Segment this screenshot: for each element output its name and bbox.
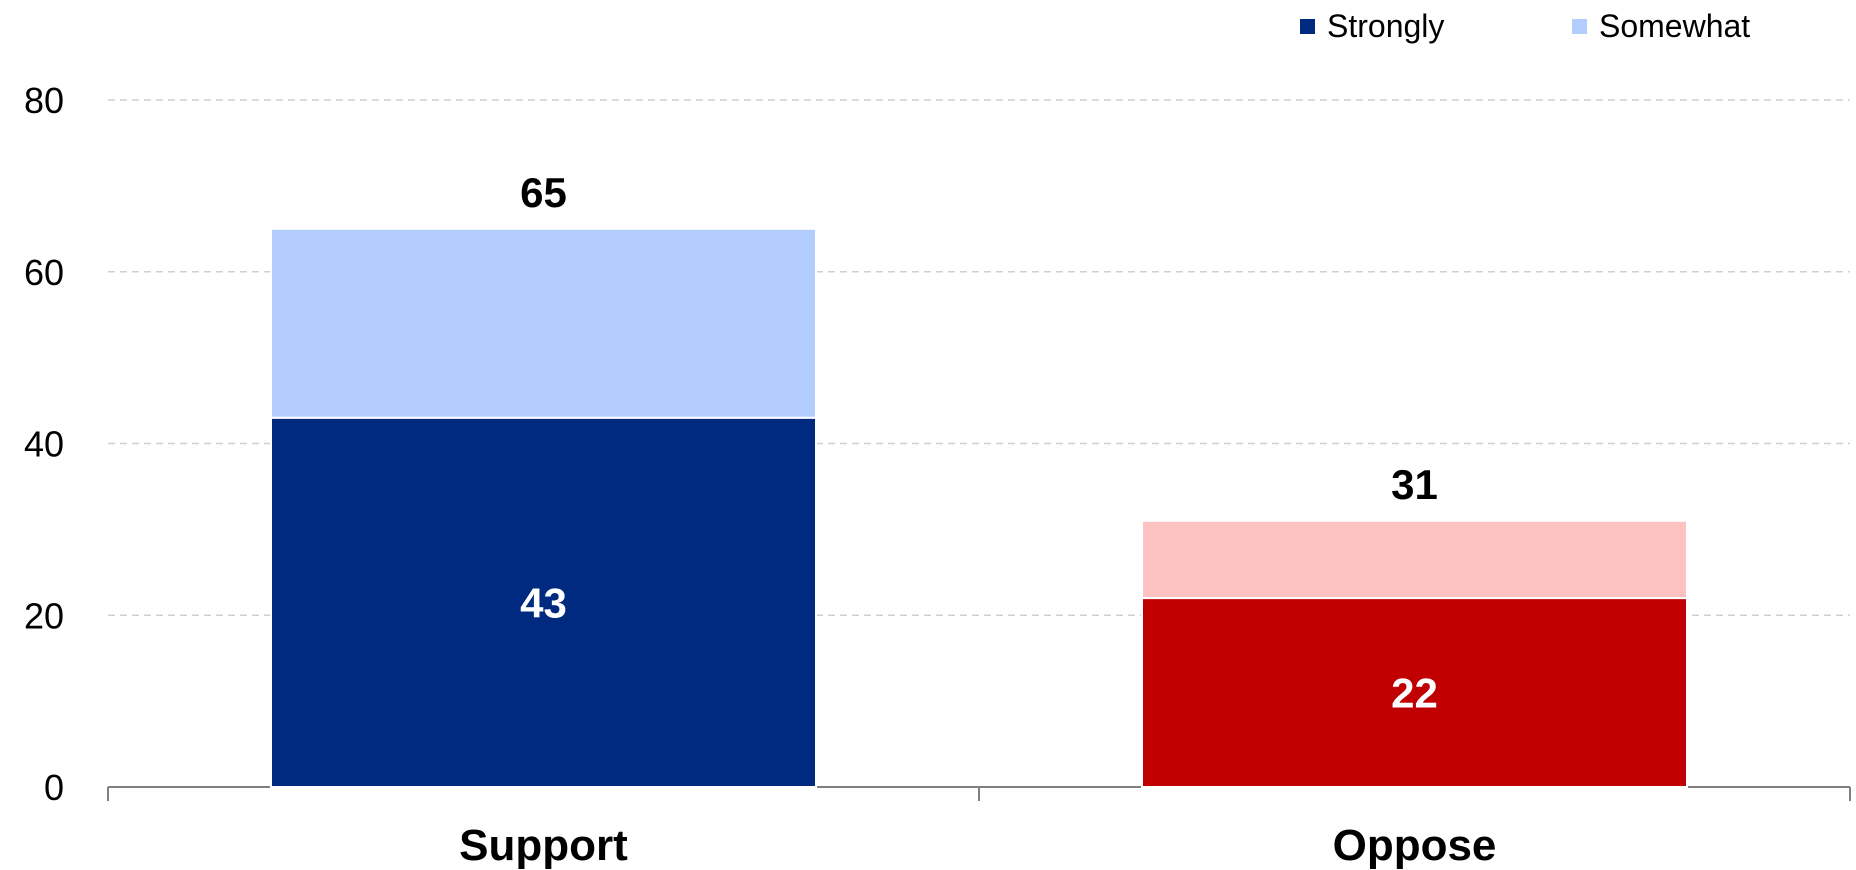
data-label-total: 65 [520,169,567,216]
bar-somewhat-support [270,227,817,419]
legend: Strongly Somewhat [1300,8,1750,44]
y-tick-label: 0 [44,767,64,808]
x-category-label: Oppose [1333,821,1497,870]
bar-strongly-oppose [1141,597,1688,789]
bar-somewhat-oppose [1141,519,1688,600]
data-labels: 43 65 22 31 [520,169,1438,717]
y-tick-label: 80 [24,80,64,121]
data-label-strongly: 22 [1391,670,1438,717]
legend-label-somewhat: Somewhat [1599,8,1750,44]
y-tick-label: 40 [24,424,64,465]
y-tick-label: 60 [24,252,64,293]
bars [270,227,1688,789]
data-label-strongly: 43 [520,579,567,626]
legend-label-strongly: Strongly [1327,8,1444,44]
y-tick-label: 20 [24,595,64,636]
bar-strongly-support [270,416,817,788]
data-label-total: 31 [1391,461,1438,508]
legend-swatch-strongly [1300,19,1315,34]
legend-swatch-somewhat [1572,19,1587,34]
x-category-label: Support [459,821,628,870]
